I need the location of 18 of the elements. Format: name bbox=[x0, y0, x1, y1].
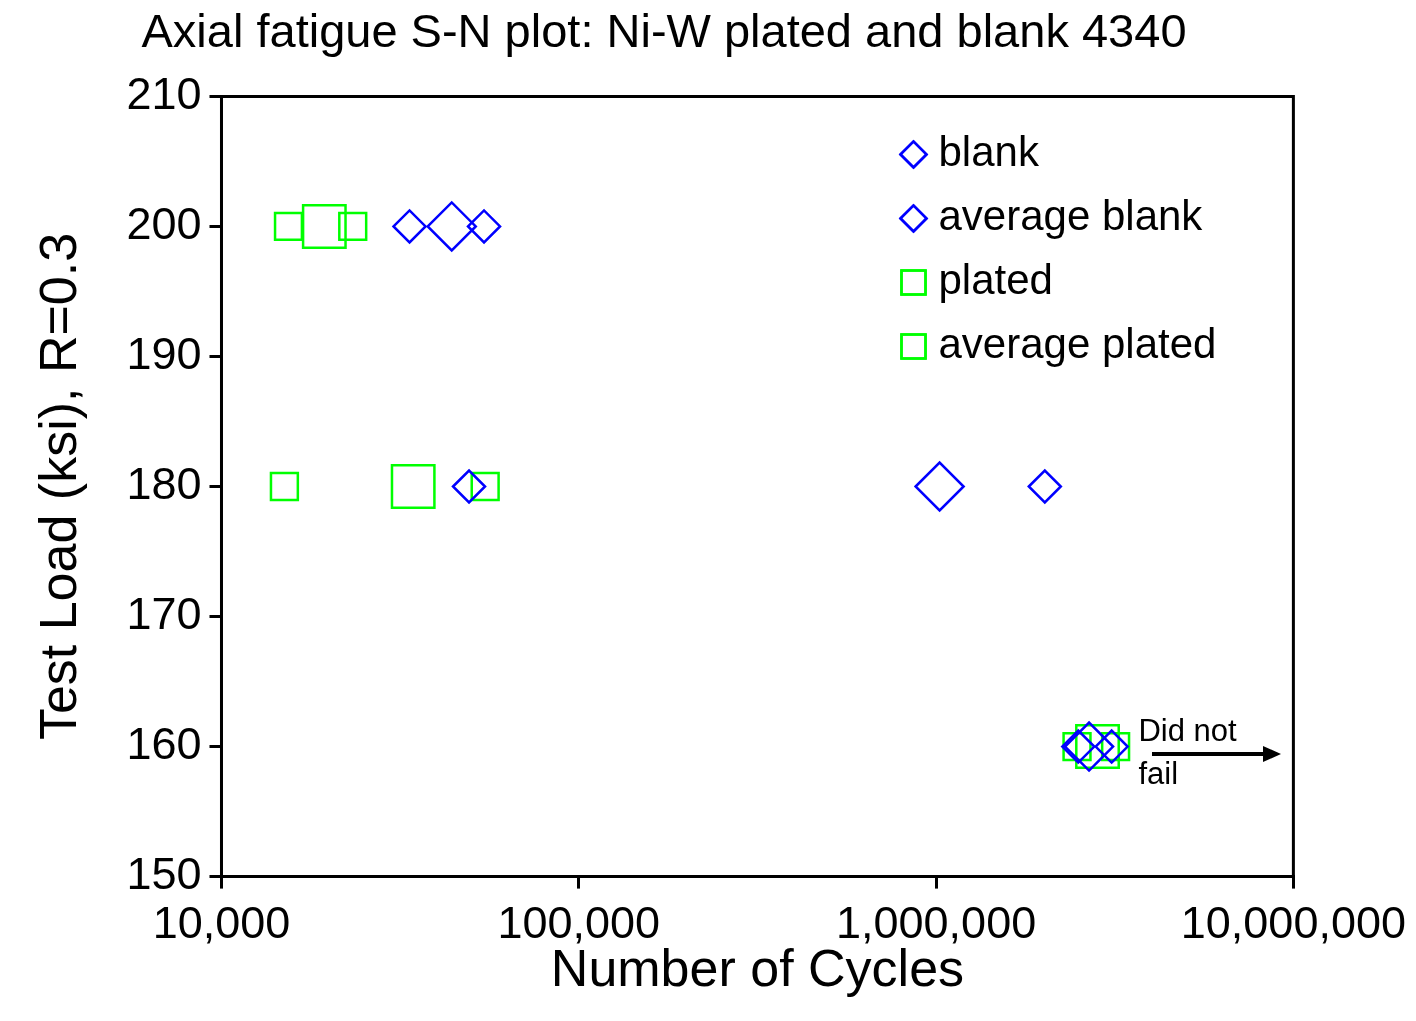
y-tick-label: 180 bbox=[126, 457, 202, 509]
y-tick-label: 150 bbox=[126, 848, 202, 900]
legend-label: average plated bbox=[938, 319, 1217, 367]
x-tick-label: 100,000 bbox=[497, 897, 661, 949]
y-tick-label: 170 bbox=[126, 587, 202, 639]
annotation: Did not fail bbox=[1138, 713, 1237, 792]
x-tick-label: 1,000,000 bbox=[835, 897, 1037, 949]
y-tick-label: 160 bbox=[126, 717, 202, 769]
y-tick-label: 190 bbox=[126, 327, 202, 379]
legend-label: average blank bbox=[938, 191, 1204, 239]
x-tick-label: 10,000,000 bbox=[1180, 897, 1407, 949]
x-tick-label: 10,000 bbox=[152, 897, 291, 949]
y-axis-title: Test Load (ksi), R=0.3 bbox=[28, 232, 87, 741]
y-tick-label: 200 bbox=[126, 197, 202, 249]
y-tick-label: 210 bbox=[126, 67, 202, 119]
legend-label: plated bbox=[938, 255, 1053, 303]
legend-label: blank bbox=[938, 127, 1040, 175]
chart-title: Axial fatigue S-N plot: Ni-W plated and blank 4340 bbox=[141, 4, 1187, 58]
